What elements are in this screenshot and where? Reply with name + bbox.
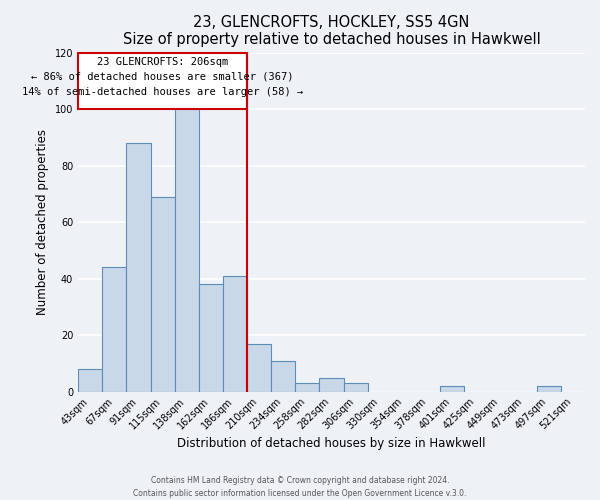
Bar bbox=[247, 344, 271, 392]
Title: 23, GLENCROFTS, HOCKLEY, SS5 4GN
Size of property relative to detached houses in: 23, GLENCROFTS, HOCKLEY, SS5 4GN Size of… bbox=[122, 15, 541, 48]
Bar bbox=[537, 386, 561, 392]
FancyBboxPatch shape bbox=[78, 52, 247, 109]
Bar bbox=[102, 268, 127, 392]
Bar bbox=[344, 383, 368, 392]
Bar bbox=[295, 383, 319, 392]
Bar bbox=[223, 276, 247, 392]
Text: 23 GLENCROFTS: 206sqm: 23 GLENCROFTS: 206sqm bbox=[97, 57, 228, 67]
Bar bbox=[440, 386, 464, 392]
Bar bbox=[199, 284, 223, 392]
Bar bbox=[271, 360, 295, 392]
Bar bbox=[319, 378, 344, 392]
Text: 14% of semi-detached houses are larger (58) →: 14% of semi-detached houses are larger (… bbox=[22, 86, 303, 97]
Y-axis label: Number of detached properties: Number of detached properties bbox=[36, 129, 49, 315]
Text: ← 86% of detached houses are smaller (367): ← 86% of detached houses are smaller (36… bbox=[31, 71, 294, 81]
Bar bbox=[151, 197, 175, 392]
Text: Contains HM Land Registry data © Crown copyright and database right 2024.
Contai: Contains HM Land Registry data © Crown c… bbox=[133, 476, 467, 498]
Bar bbox=[175, 106, 199, 392]
X-axis label: Distribution of detached houses by size in Hawkwell: Distribution of detached houses by size … bbox=[178, 437, 486, 450]
Bar bbox=[78, 369, 102, 392]
Bar bbox=[127, 143, 151, 392]
